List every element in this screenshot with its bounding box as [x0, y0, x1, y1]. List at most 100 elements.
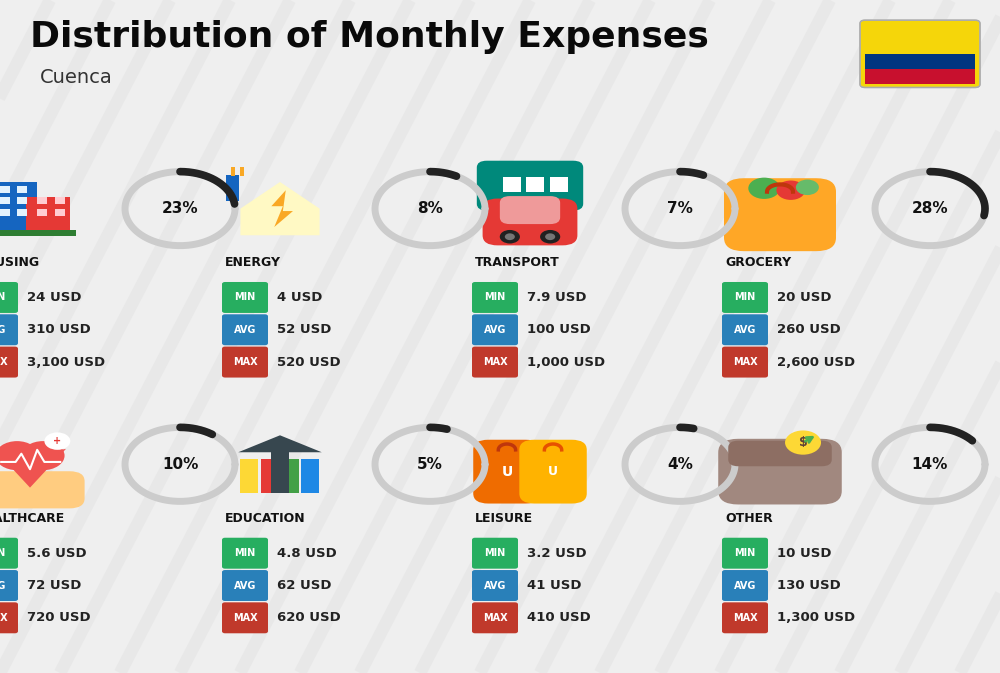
- FancyBboxPatch shape: [860, 20, 980, 87]
- Text: MAX: MAX: [483, 357, 507, 367]
- FancyBboxPatch shape: [722, 314, 768, 345]
- Text: MIN: MIN: [734, 293, 756, 302]
- FancyBboxPatch shape: [0, 282, 18, 313]
- Text: MAX: MAX: [483, 613, 507, 623]
- Text: AVG: AVG: [234, 581, 256, 590]
- Text: Cuenca: Cuenca: [40, 68, 113, 87]
- FancyBboxPatch shape: [222, 314, 268, 345]
- Text: AVG: AVG: [0, 581, 6, 590]
- Text: MAX: MAX: [733, 357, 757, 367]
- FancyBboxPatch shape: [0, 314, 18, 345]
- Circle shape: [505, 234, 515, 240]
- Text: 10%: 10%: [162, 457, 198, 472]
- FancyBboxPatch shape: [472, 282, 518, 313]
- Text: MIN: MIN: [484, 293, 506, 302]
- Text: AVG: AVG: [484, 581, 506, 590]
- Bar: [0, 186, 10, 193]
- Text: 14%: 14%: [912, 457, 948, 472]
- Text: 4%: 4%: [667, 457, 693, 472]
- Bar: [17, 197, 27, 204]
- Text: AVG: AVG: [234, 325, 256, 334]
- Bar: [261, 458, 279, 493]
- Bar: [55, 197, 65, 204]
- Circle shape: [785, 431, 821, 455]
- Text: MAX: MAX: [233, 613, 257, 623]
- Text: 8%: 8%: [417, 201, 443, 216]
- Text: 620 USD: 620 USD: [277, 611, 341, 625]
- Text: 41 USD: 41 USD: [527, 579, 582, 592]
- Circle shape: [44, 432, 70, 450]
- Bar: [226, 175, 239, 201]
- Text: 100 USD: 100 USD: [527, 323, 591, 336]
- FancyBboxPatch shape: [722, 602, 768, 633]
- Text: MIN: MIN: [234, 548, 256, 558]
- Bar: [240, 458, 258, 493]
- Bar: [0, 209, 10, 216]
- Bar: [231, 167, 235, 176]
- FancyBboxPatch shape: [472, 314, 518, 345]
- Polygon shape: [0, 449, 66, 488]
- FancyBboxPatch shape: [0, 570, 18, 601]
- Bar: [526, 177, 544, 192]
- Text: AVG: AVG: [734, 581, 756, 590]
- Text: MAX: MAX: [0, 357, 7, 367]
- Text: 1,300 USD: 1,300 USD: [777, 611, 855, 625]
- Circle shape: [776, 180, 805, 200]
- Text: GROCERY: GROCERY: [725, 256, 791, 269]
- Bar: [271, 450, 289, 493]
- Text: TRANSPORT: TRANSPORT: [475, 256, 560, 269]
- Text: 5.6 USD: 5.6 USD: [27, 546, 87, 560]
- Text: 520 USD: 520 USD: [277, 355, 341, 369]
- Text: 72 USD: 72 USD: [27, 579, 81, 592]
- Text: 20 USD: 20 USD: [777, 291, 832, 304]
- FancyBboxPatch shape: [222, 602, 268, 633]
- Bar: [865, 54, 975, 69]
- Text: 10 USD: 10 USD: [777, 546, 832, 560]
- Bar: [0, 230, 76, 236]
- Circle shape: [21, 441, 65, 470]
- Bar: [37, 197, 47, 204]
- Text: MAX: MAX: [233, 357, 257, 367]
- Text: AVG: AVG: [734, 325, 756, 334]
- FancyBboxPatch shape: [0, 347, 18, 378]
- Text: 7%: 7%: [667, 201, 693, 216]
- Text: EDUCATION: EDUCATION: [225, 511, 306, 525]
- Text: MAX: MAX: [0, 613, 7, 623]
- Text: $: $: [799, 436, 807, 449]
- FancyBboxPatch shape: [483, 199, 577, 246]
- FancyBboxPatch shape: [722, 538, 768, 569]
- Text: 410 USD: 410 USD: [527, 611, 591, 625]
- Text: OTHER: OTHER: [725, 511, 773, 525]
- FancyBboxPatch shape: [222, 347, 268, 378]
- Text: 3,100 USD: 3,100 USD: [27, 355, 105, 369]
- FancyBboxPatch shape: [519, 439, 587, 503]
- FancyBboxPatch shape: [722, 570, 768, 601]
- Text: 5%: 5%: [417, 457, 443, 472]
- Text: 310 USD: 310 USD: [27, 323, 91, 336]
- Text: 260 USD: 260 USD: [777, 323, 841, 336]
- Polygon shape: [271, 190, 293, 227]
- FancyBboxPatch shape: [472, 602, 518, 633]
- Text: AVG: AVG: [484, 325, 506, 334]
- Polygon shape: [240, 182, 320, 236]
- Bar: [240, 167, 244, 176]
- Text: +: +: [53, 436, 61, 446]
- Text: 2,600 USD: 2,600 USD: [777, 355, 855, 369]
- Text: 3.2 USD: 3.2 USD: [527, 546, 587, 560]
- Text: MIN: MIN: [0, 293, 6, 302]
- Bar: [301, 458, 319, 493]
- Text: 24 USD: 24 USD: [27, 291, 82, 304]
- Bar: [503, 177, 521, 192]
- Polygon shape: [238, 435, 322, 452]
- Text: MIN: MIN: [0, 548, 6, 558]
- Bar: [17, 186, 27, 193]
- Text: U: U: [501, 464, 513, 479]
- Text: HEALTHCARE: HEALTHCARE: [0, 511, 65, 525]
- Circle shape: [540, 230, 560, 244]
- Text: 720 USD: 720 USD: [27, 611, 91, 625]
- FancyBboxPatch shape: [724, 178, 836, 251]
- Text: 7.9 USD: 7.9 USD: [527, 291, 586, 304]
- Text: 52 USD: 52 USD: [277, 323, 331, 336]
- Text: 4.8 USD: 4.8 USD: [277, 546, 337, 560]
- Text: MIN: MIN: [484, 548, 506, 558]
